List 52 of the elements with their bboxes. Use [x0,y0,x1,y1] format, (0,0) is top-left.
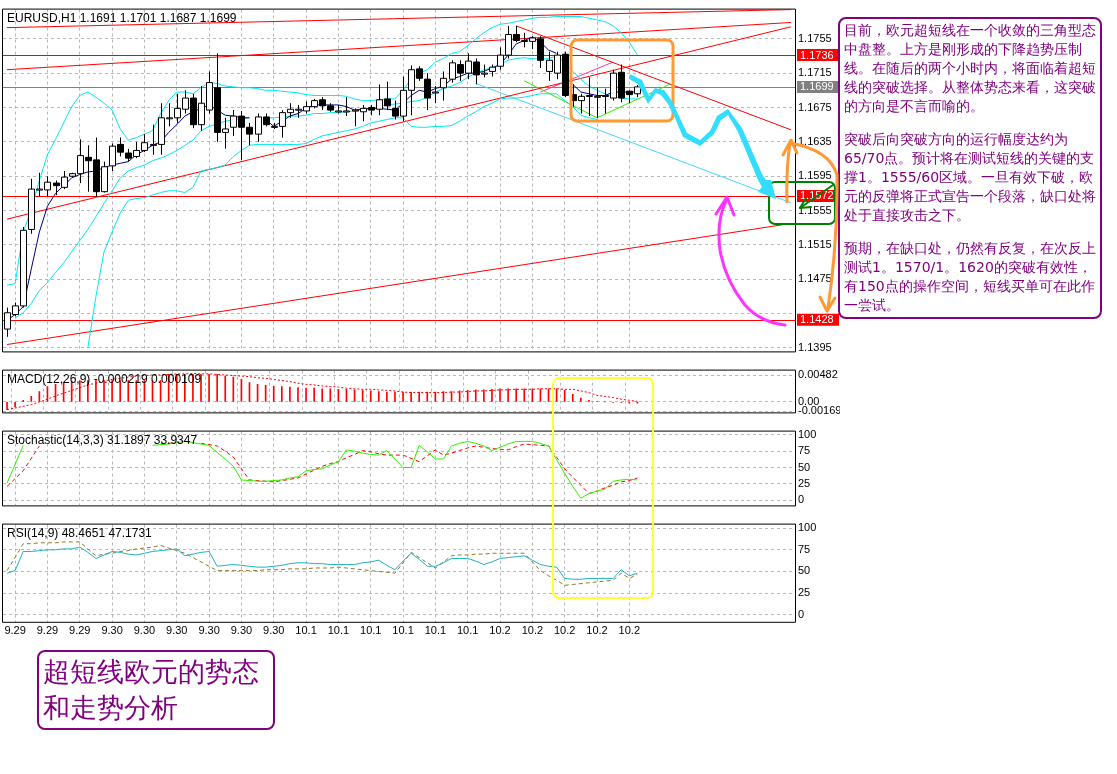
text: 预期，在缺口处，仍然有反复，在次反上测试1。1570/1。1620的突破有效性，有150点的操作空间，短线买单可在此作一尝试。 [844,239,1096,315]
x-tick-label: 10.1 [456,624,479,637]
x-tick-label: 9.30 [166,624,188,637]
y-tick-label: 1.1595 [798,169,832,182]
x-tick-label: 9.30 [230,624,253,637]
text: 超短线欧元的势态和走势分析 [37,650,275,730]
y-tick-label: -0.00169 [798,404,842,417]
chart-title: RSI(14,9) 48.4651 47.1731 [7,525,153,540]
x-tick-label: 10.1 [295,624,317,637]
x-tick-label: 9.29 [69,624,91,637]
y-tick-label: 1.1515 [798,237,832,250]
y-tick-label: 1.1395 [798,341,832,353]
x-tick-label: 10.2 [618,624,641,637]
y-tick-label: 1.1755 [798,31,832,44]
x-tick-label: 10.2 [521,624,544,637]
x-tick-label: 9.30 [198,624,220,637]
y-tick-label: 50 [798,460,811,473]
y-tick-label: 25 [798,476,811,489]
ref-line-label: 1.1428 [800,313,834,326]
x-tick-label: 9.29 [4,624,26,637]
y-tick-label: 1.1635 [798,134,832,147]
line-series [6,372,638,411]
x-tick-label: 10.1 [424,624,447,637]
y-tick-label: 1.1475 [798,272,832,285]
y-tick-label: 0 [798,493,805,506]
y-tick-label: 25 [798,586,811,599]
text: 突破后向突破方向的运行幅度达约为65/70点。预计将在测试短线的关键的支撑1。1555/60区域。一旦有效下破，欧元的反弹将正式宣告一个段落，缺口处将处于直接攻击之下。 [844,130,1096,225]
x-tick-label: 10.2 [553,624,576,637]
x-tick-label: 9.30 [101,624,123,637]
x-tick-label: 9.29 [36,624,59,637]
text: 目前，欧元超短线在一个收敛的三角型态中盘整。上方是刚形成的下降趋势压制线。在随后的两个小时内，将面临着超短线的突破选择。从整体势态来看，这突破的方向是不言而喻的。 [844,21,1096,116]
ref-line-label: 1.1699 [800,80,834,93]
y-tick-label: 1.1675 [798,100,832,113]
x-tick-label: 9.30 [133,624,156,637]
x-tick-label: 10.2 [489,624,511,637]
y-tick-label: 50 [798,564,811,577]
x-tick-label: 10.2 [586,624,608,637]
y-tick-label: 75 [798,444,811,457]
y-tick-label: 0.00 [798,394,820,407]
y-tick-label: 1.1715 [798,66,832,79]
y-tick-label: 75 [798,542,811,555]
x-tick-label: 10.1 [327,624,350,637]
chart-title: EURUSD,H1 1.1691 1.1701 1.1687 1.1699 [7,10,237,25]
y-tick-label: 0.00482 [798,368,838,381]
x-tick-label: 9.30 [263,624,285,637]
x-tick-label: 10.1 [392,624,414,637]
x-tick-label: 10.1 [360,624,382,637]
y-tick-label: 0 [798,607,805,620]
y-tick-label: 100 [798,427,817,440]
line-series [6,541,638,586]
ref-line-label: 1.1736 [800,48,834,61]
y-tick-label: 100 [798,521,817,534]
